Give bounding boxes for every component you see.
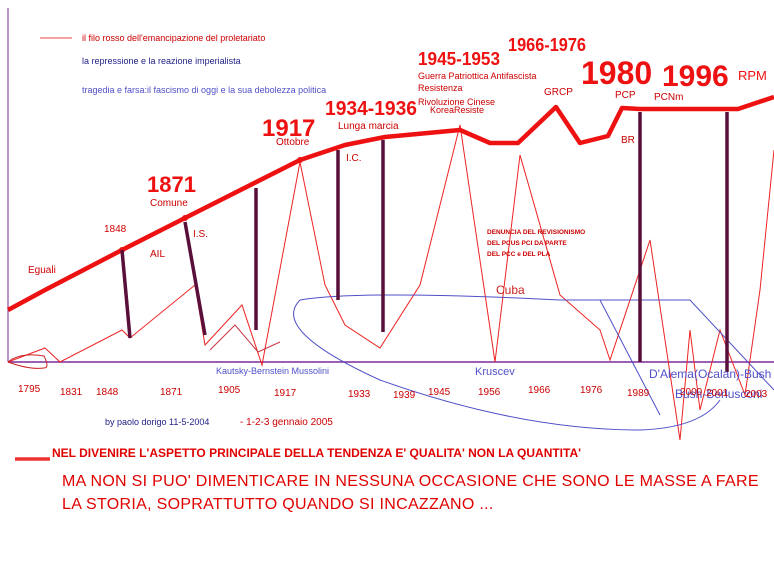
masses-statement: MA NON SI PUO' DIMENTICARE IN NESSUNA OC… <box>62 473 759 513</box>
label-kautsky: Kautsky-Bernstein Mussolini <box>216 366 329 376</box>
label-eguali: Eguali <box>28 265 56 276</box>
cuba-loop <box>293 294 774 431</box>
legend-tragedy-label: tragedia e farsa:il fascismo di oggi e l… <box>82 85 326 95</box>
label-dalema: D'Alema(Ocalan)-Bush <box>649 367 771 381</box>
legend-red-thread-label: il filo rosso dell'emancipazione del pro… <box>82 33 265 43</box>
repression-bars <box>120 112 729 372</box>
axis-year: 1956 <box>478 387 501 398</box>
label-denuncia-2: DEL PCUS PCI DA PARTE <box>487 240 567 247</box>
point-1917 <box>297 157 303 163</box>
label-pcp: PCP <box>615 90 636 101</box>
axis-year: 1976 <box>580 385 603 396</box>
axis-year: 1831 <box>60 387 83 398</box>
label-2000: 2000 <box>680 387 703 398</box>
point-1871 <box>182 215 188 221</box>
label-2003: 2003 <box>745 389 768 400</box>
axis-year: 1945 <box>428 387 451 398</box>
label-grcp: GRCP <box>544 87 573 98</box>
axis-year-labels: 1795 1831 1848 1871 1905 1917 1933 1939 … <box>18 384 650 401</box>
date-note: - 1-2-3 gennaio 2005 <box>240 417 333 428</box>
quality-statement: NEL DIVENIRE L'ASPETTO PRINCIPALE DELLA … <box>52 446 581 460</box>
label-1980: 1980 <box>581 55 652 91</box>
secondary-zigzag-line <box>209 324 281 353</box>
label-denuncia-3: DEL PCC e DEL PLA <box>487 251 551 258</box>
label-1996: 1996 <box>662 60 729 93</box>
axis-year: 1966 <box>528 385 551 396</box>
label-kruscev: Kruscev <box>475 366 515 378</box>
label-korea: KoreaResiste <box>430 105 484 115</box>
credit-text: by paolo dorigo 11-5-2004 <box>105 417 209 427</box>
label-1945: 1945-1953 <box>418 49 500 69</box>
bar-1848 <box>120 249 132 339</box>
label-lunga-marcia: Lunga marcia <box>338 121 399 132</box>
axis-year: 1795 <box>18 384 41 395</box>
label-br: BR <box>621 135 635 146</box>
label-ottobre: Ottobre <box>276 137 310 148</box>
label-1934: 1934-1936 <box>325 98 417 120</box>
origin-loop <box>7 354 48 369</box>
label-guerra: Guerra Patriottica Antifascista <box>418 71 537 81</box>
label-resistenza: Resistenza <box>418 83 463 93</box>
axis-year: 1917 <box>274 388 297 399</box>
label-pcnm: PCNm <box>654 92 683 103</box>
label-2001: 2001 <box>706 388 729 399</box>
label-1966: 1966-1976 <box>508 35 586 55</box>
label-1917: 1917 <box>262 115 315 142</box>
main-red-thread <box>6 94 774 312</box>
axis-year: 1848 <box>96 387 119 398</box>
reaction-zigzag-line <box>7 124 774 441</box>
label-1871: 1871 <box>147 172 196 197</box>
label-rpm: RPM <box>738 68 767 83</box>
label-rivoluzione: Rivoluzione Cinese <box>418 97 495 107</box>
label-bush: Bush-Berlusconi <box>675 387 762 401</box>
bar-1871 <box>183 221 207 336</box>
label-comune: Comune <box>150 198 188 209</box>
axis-year: 1905 <box>218 385 241 396</box>
axis-year: 1933 <box>348 389 371 400</box>
axis-year: 1939 <box>393 390 416 401</box>
legend-repression-label: la repressione e la reazione imperialist… <box>82 56 241 66</box>
blue-connector-line <box>599 299 661 416</box>
label-is: I.S. <box>193 229 208 240</box>
label-1848: 1848 <box>104 224 127 235</box>
axis-year: 1871 <box>160 387 183 398</box>
label-denuncia-1: DENUNCIA DEL REVISIONISMO <box>487 229 585 236</box>
label-cuba: Cuba <box>496 283 525 297</box>
label-ail: AIL <box>150 249 165 260</box>
label-ic: I.C. <box>346 153 362 164</box>
axis-year: 1989 <box>627 388 650 399</box>
